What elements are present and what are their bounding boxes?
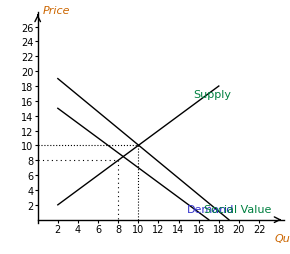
Text: Quantity: Quantity [274,233,290,243]
Text: Social Value: Social Value [204,204,271,214]
Text: Price: Price [43,6,70,17]
Text: Supply: Supply [194,90,232,100]
Text: Demand: Demand [186,204,234,214]
